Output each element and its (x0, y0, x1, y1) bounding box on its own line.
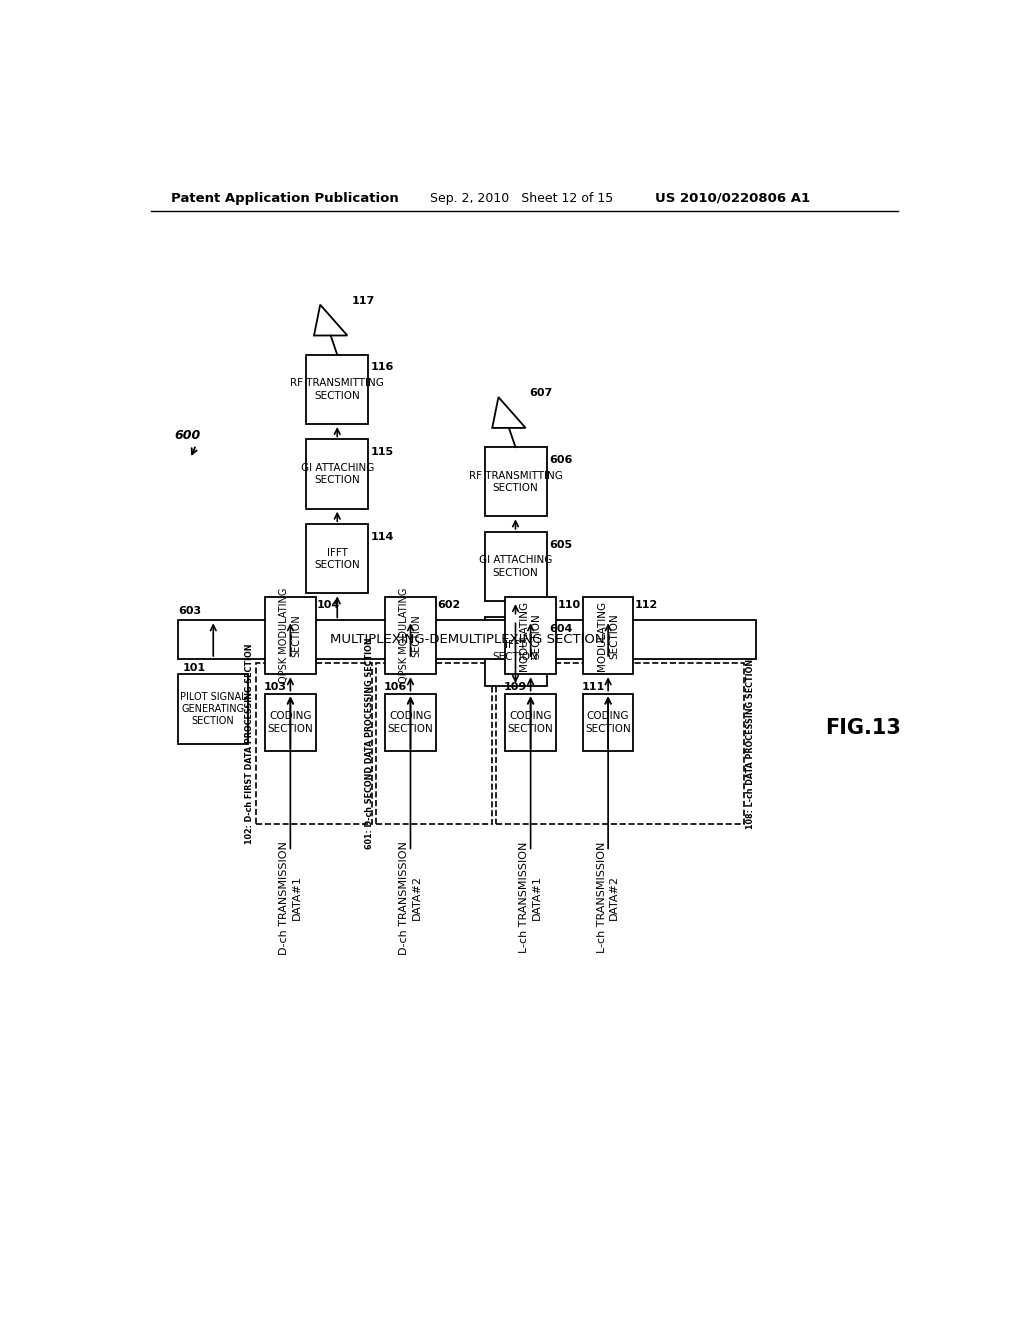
Text: 103: 103 (263, 682, 287, 693)
Text: 111: 111 (582, 682, 604, 693)
Text: 109: 109 (504, 682, 527, 693)
Text: CODING
SECTION: CODING SECTION (267, 711, 313, 734)
Polygon shape (314, 305, 347, 335)
Bar (496, 663, 744, 825)
Bar (306, 440, 369, 508)
Bar (256, 663, 372, 825)
Text: GI ATTACHING
SECTION: GI ATTACHING SECTION (479, 556, 552, 578)
Text: 603: 603 (178, 606, 202, 616)
Text: CODING
SECTION: CODING SECTION (586, 711, 631, 734)
Bar (385, 693, 435, 751)
Text: MODULATING
SECTION: MODULATING SECTION (597, 601, 620, 671)
Bar (306, 355, 369, 424)
Text: 104: 104 (317, 601, 340, 610)
Text: FIG.13: FIG.13 (825, 718, 901, 738)
Text: 108: L-ch DATA PROCESSING SECTION: 108: L-ch DATA PROCESSING SECTION (745, 659, 755, 829)
Text: QPSK MODULATING
SECTION: QPSK MODULATING SECTION (280, 589, 301, 684)
Text: MULTIPLEXING-DEMULTIPLEXING SECTION: MULTIPLEXING-DEMULTIPLEXING SECTION (330, 634, 604, 647)
Text: RF TRANSMITTING
SECTION: RF TRANSMITTING SECTION (469, 471, 562, 492)
Text: PILOT SIGNAL
GENERATING
SECTION: PILOT SIGNAL GENERATING SECTION (180, 692, 247, 726)
Text: Patent Application Publication: Patent Application Publication (171, 191, 398, 205)
Text: 607: 607 (529, 388, 553, 399)
Bar (506, 693, 556, 751)
Text: CODING
SECTION: CODING SECTION (508, 711, 554, 734)
Bar (583, 597, 633, 675)
Text: QPSK MODULATING
SECTION: QPSK MODULATING SECTION (399, 589, 422, 684)
Text: 604: 604 (549, 624, 572, 634)
Text: 601: D-ch SECOND DATA PROCESSING SECTION: 601: D-ch SECOND DATA PROCESSING SECTION (366, 638, 375, 849)
Text: 602: 602 (437, 601, 461, 610)
Text: L-ch TRANSMISSION
DATA#1: L-ch TRANSMISSION DATA#1 (519, 842, 542, 953)
Bar (484, 532, 547, 601)
Text: IFFT
SECTION: IFFT SECTION (314, 548, 360, 570)
Text: 605: 605 (549, 540, 572, 549)
Bar (265, 693, 315, 751)
Bar (306, 524, 369, 594)
Text: 101: 101 (182, 663, 206, 673)
Text: 116: 116 (371, 363, 394, 372)
Polygon shape (493, 397, 525, 428)
Text: 117: 117 (351, 296, 375, 306)
Bar (376, 663, 493, 825)
Text: D-ch TRANSMISSION
DATA#2: D-ch TRANSMISSION DATA#2 (399, 841, 422, 954)
Bar (484, 447, 547, 516)
Text: 110: 110 (557, 601, 581, 610)
Text: GI ATTACHING
SECTION: GI ATTACHING SECTION (301, 463, 374, 486)
Bar (265, 597, 315, 675)
Bar (178, 675, 248, 743)
Text: 600: 600 (174, 429, 201, 442)
Text: 606: 606 (549, 455, 572, 465)
Text: D-ch TRANSMISSION
DATA#1: D-ch TRANSMISSION DATA#1 (280, 841, 301, 954)
Text: 112: 112 (635, 601, 658, 610)
Text: US 2010/0220806 A1: US 2010/0220806 A1 (655, 191, 810, 205)
Text: IFFT
SECTION: IFFT SECTION (493, 640, 539, 663)
Text: Sep. 2, 2010   Sheet 12 of 15: Sep. 2, 2010 Sheet 12 of 15 (430, 191, 613, 205)
Text: L-ch TRANSMISSION
DATA#2: L-ch TRANSMISSION DATA#2 (597, 842, 620, 953)
Text: MODULATING
SECTION: MODULATING SECTION (519, 601, 542, 671)
Bar (583, 693, 633, 751)
Bar (385, 597, 435, 675)
Text: 102: D-ch FIRST DATA PROCESSING SECTION: 102: D-ch FIRST DATA PROCESSING SECTION (246, 643, 254, 843)
Bar (178, 620, 756, 659)
Bar (484, 616, 547, 686)
Text: CODING
SECTION: CODING SECTION (388, 711, 433, 734)
Text: 114: 114 (371, 532, 394, 541)
Text: 115: 115 (371, 447, 393, 457)
Bar (506, 597, 556, 675)
Text: RF TRANSMITTING
SECTION: RF TRANSMITTING SECTION (291, 379, 384, 400)
Text: 106: 106 (384, 682, 407, 693)
